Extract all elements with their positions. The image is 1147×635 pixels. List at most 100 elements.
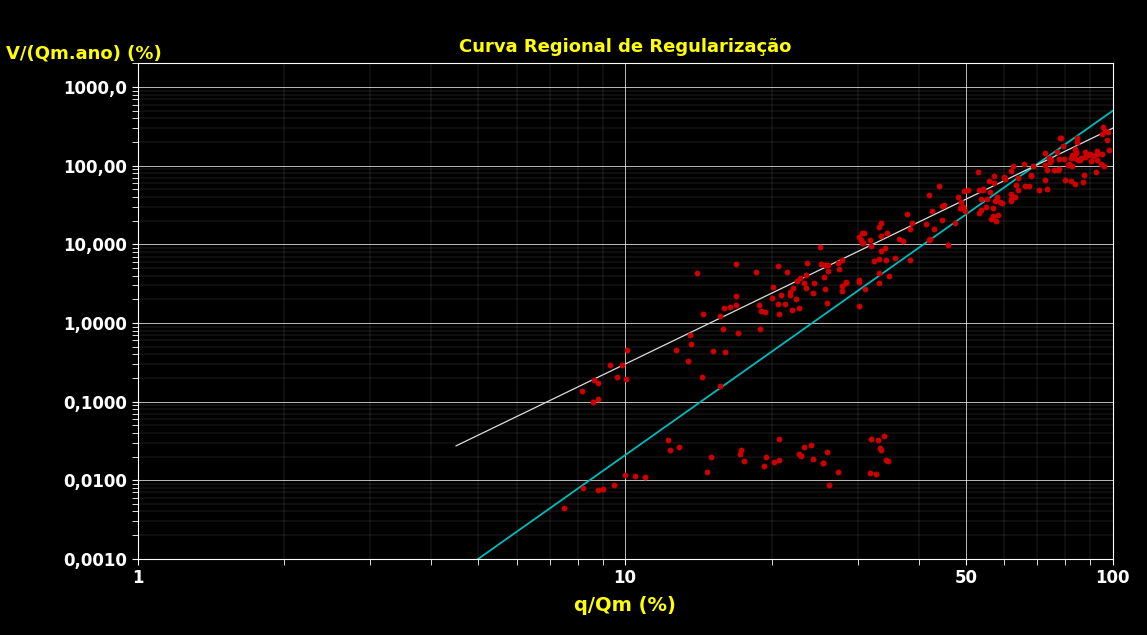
Point: [885, 253, 904, 264]
Point: [974, 185, 992, 195]
Point: [850, 302, 868, 312]
Point: [986, 196, 1005, 206]
Point: [1059, 160, 1077, 170]
Point: [1001, 189, 1020, 199]
Point: [715, 303, 733, 313]
X-axis label: q/Qm (%): q/Qm (%): [575, 596, 676, 615]
Point: [694, 309, 712, 319]
Point: [681, 330, 700, 340]
Point: [933, 215, 951, 225]
Point: [775, 299, 794, 309]
Point: [1067, 147, 1085, 157]
Point: [711, 311, 729, 321]
Point: [616, 471, 634, 481]
Point: [1076, 147, 1094, 157]
Point: [756, 307, 774, 318]
Point: [818, 446, 836, 457]
Point: [836, 277, 855, 287]
Point: [1063, 150, 1082, 160]
Point: [797, 270, 816, 280]
Point: [871, 278, 889, 288]
Point: [972, 194, 990, 204]
Point: [879, 456, 897, 466]
Point: [711, 381, 729, 391]
Text: V/(Qm.ano) (%): V/(Qm.ano) (%): [6, 44, 162, 62]
Point: [918, 219, 936, 229]
Point: [871, 268, 889, 278]
Point: [983, 203, 1001, 213]
Point: [920, 234, 938, 244]
Point: [614, 359, 632, 370]
Point: [872, 231, 890, 241]
Point: [1051, 133, 1069, 144]
Point: [764, 282, 782, 292]
Point: [791, 451, 810, 461]
Point: [1067, 149, 1085, 159]
Point: [977, 202, 996, 212]
Point: [679, 356, 697, 366]
Point: [855, 237, 873, 248]
Point: [1062, 175, 1080, 185]
Point: [1020, 180, 1038, 190]
Point: [872, 445, 890, 455]
Point: [1075, 170, 1093, 180]
Title: Curva Regional de Regularização: Curva Regional de Regularização: [459, 38, 791, 57]
Point: [1094, 123, 1113, 133]
Point: [606, 480, 624, 490]
Point: [982, 187, 1000, 197]
Point: [584, 396, 602, 406]
Point: [876, 243, 895, 253]
Point: [955, 187, 974, 197]
Point: [1100, 145, 1118, 155]
Point: [924, 224, 943, 234]
Point: [863, 434, 881, 444]
Point: [856, 284, 874, 295]
Point: [720, 302, 739, 312]
Point: [574, 385, 592, 396]
Point: [732, 445, 750, 455]
Point: [980, 176, 998, 186]
Point: [789, 303, 807, 313]
Point: [1087, 155, 1106, 165]
Point: [869, 222, 888, 232]
Point: [871, 443, 889, 453]
Point: [813, 458, 832, 469]
Point: [1023, 161, 1041, 171]
Point: [1071, 154, 1090, 164]
Point: [1050, 164, 1068, 174]
Point: [682, 338, 701, 349]
Point: [716, 347, 734, 357]
Point: [1066, 179, 1084, 189]
Point: [590, 394, 608, 404]
Point: [1072, 152, 1091, 163]
Point: [894, 236, 912, 246]
Point: [1092, 159, 1110, 169]
Point: [1050, 154, 1068, 164]
Point: [1007, 180, 1025, 190]
Point: [574, 483, 592, 493]
Point: [1061, 153, 1079, 163]
Point: [817, 260, 835, 270]
Point: [1006, 192, 1024, 203]
Point: [726, 291, 744, 301]
Point: [982, 214, 1000, 224]
Point: [752, 306, 771, 316]
Point: [880, 271, 898, 281]
Point: [1005, 161, 1023, 171]
Point: [889, 234, 907, 244]
Point: [670, 442, 688, 452]
Point: [1022, 170, 1040, 180]
Point: [1036, 160, 1054, 170]
Point: [920, 190, 938, 201]
Point: [856, 229, 874, 239]
Point: [601, 359, 619, 370]
Point: [1066, 153, 1084, 163]
Point: [782, 305, 801, 315]
Point: [770, 455, 788, 465]
Point: [852, 235, 871, 245]
Point: [819, 260, 837, 271]
Point: [1087, 167, 1106, 177]
Point: [727, 300, 746, 310]
Point: [875, 431, 894, 441]
Point: [988, 216, 1006, 226]
